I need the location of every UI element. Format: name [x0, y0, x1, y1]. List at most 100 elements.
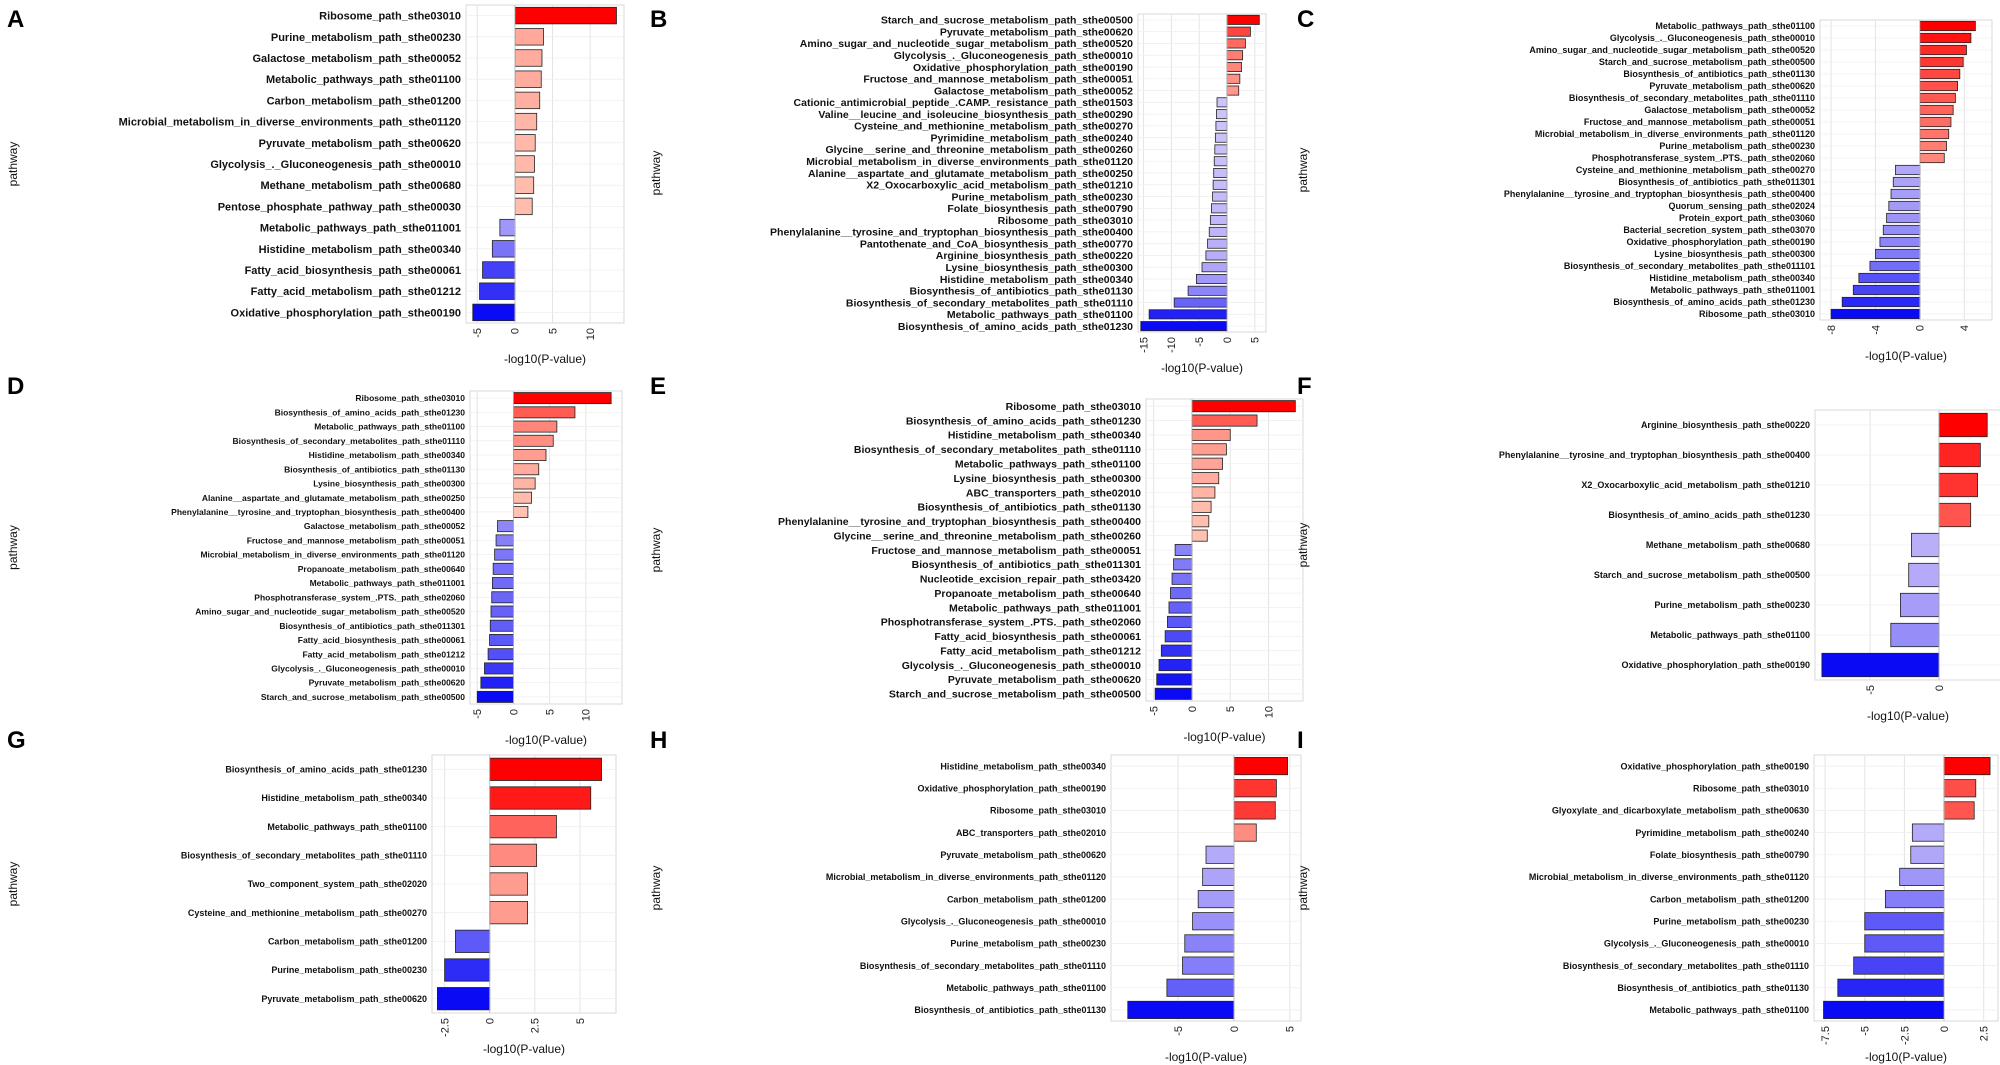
- bar: [492, 577, 514, 590]
- bar: [514, 112, 538, 131]
- category-label: Purine_metabolism_path_sthe00230: [950, 939, 1106, 949]
- bar: [1830, 308, 1921, 320]
- category-label: Purine_metabolism_path_sthe00230: [271, 32, 461, 44]
- category-label: Oxidative_phosphorylation_path_sthe00190: [1626, 237, 1815, 247]
- bar: [489, 619, 514, 632]
- bar: [495, 534, 514, 547]
- x-tick-label: 0: [510, 328, 522, 334]
- category-label: Starch_and_sucrose_metabolism_path_sthe0…: [1594, 570, 1810, 580]
- category-label: Biosynthesis_of_amino_acids_path_sthe012…: [275, 407, 466, 417]
- bar: [1821, 652, 1940, 678]
- category-label: Histidine_metabolism_path_sthe00340: [940, 274, 1133, 286]
- category-label: Protein_export_path_sthe03060: [1679, 213, 1815, 223]
- x-tick-label: 5: [544, 709, 556, 715]
- bar: [1888, 200, 1921, 212]
- category-label: Ribosome_path_sthe03010: [1693, 783, 1809, 793]
- category-label: Cysteine_and_methionine_metabolism_path_…: [854, 121, 1133, 133]
- bar: [1911, 823, 1945, 842]
- x-tick-label: -5: [1149, 706, 1161, 716]
- bar: [1864, 934, 1945, 953]
- category-label: X2_Oxocarboxylic_acid_metabolism_path_st…: [1581, 480, 1810, 490]
- bar: [489, 872, 529, 896]
- bar: [489, 815, 557, 839]
- bar: [1882, 224, 1921, 236]
- category-label: Carbon_metabolism_path_sthe01200: [947, 894, 1106, 904]
- x-axis-title: -log10(P-value): [1183, 730, 1265, 744]
- x-tick-label: 10: [581, 709, 593, 721]
- bar: [514, 70, 542, 88]
- category-label: Glycolysis_._Gluconeogenesis_path_sthe00…: [210, 159, 461, 171]
- category-label: Lysine_biosynthesis_path_sthe00300: [313, 479, 465, 489]
- category-label: Biosynthesis_of_secondary_metabolites_pa…: [1564, 261, 1815, 271]
- x-tick-label: -5: [1865, 685, 1877, 695]
- bar: [1202, 867, 1235, 886]
- y-axis-title: pathway: [649, 528, 663, 573]
- bar: [1191, 443, 1227, 456]
- bar: [1211, 203, 1228, 214]
- bar: [444, 958, 491, 982]
- category-label: Purine_metabolism_path_sthe00230: [952, 191, 1134, 203]
- y-axis-title: pathway: [649, 151, 663, 196]
- bar: [1919, 44, 1967, 56]
- panel-D: D Ribosome_path_sthe03010 Biosynthesis_of_…: [6, 373, 623, 747]
- category-label: X2_Oxocarboxylic_acid_metabolism_path_st…: [866, 180, 1133, 192]
- category-label: Ribosome_path_sthe03010: [355, 393, 465, 403]
- category-label: Lysine_biosynthesis_path_sthe00300: [945, 262, 1133, 274]
- y-axis-title: pathway: [6, 142, 20, 187]
- category-label: Phosphotransferase_system_.PTS._path_sth…: [881, 617, 1141, 629]
- category-label: Ribosome_path_sthe03010: [1006, 401, 1142, 413]
- x-tick-label: 0: [1934, 685, 1946, 691]
- bar: [489, 843, 538, 867]
- bar: [513, 505, 529, 518]
- x-tick-label: 0: [1229, 1026, 1241, 1032]
- bar: [1853, 956, 1945, 975]
- panel-E: E Ribosome_path_sthe03010 Biosynthesis_of_…: [649, 373, 1304, 744]
- category-label: Oxidative_phosphorylation_path_sthe00190: [1621, 660, 1810, 670]
- category-label: Cysteine_and_methionine_metabolism_path_…: [188, 908, 427, 918]
- category-label: Pyruvate_metabolism_path_sthe00620: [309, 678, 466, 688]
- category-label: Purine_metabolism_path_sthe00230: [271, 965, 427, 975]
- category-label: Fructose_and_mannose_metabolism_path_sth…: [247, 535, 466, 545]
- category-label: Galactose_metabolism_path_sthe00052: [934, 85, 1133, 97]
- x-tick-label: 0: [1187, 706, 1199, 712]
- bar: [479, 282, 516, 300]
- category-label: Metabolic_pathways_path_sthe01100: [1650, 630, 1810, 640]
- bar: [1154, 687, 1193, 700]
- panel-I: I Oxidative_phosphorylation_path_sthe0019…: [1296, 727, 1999, 1064]
- plot-area: [1813, 754, 1999, 1022]
- y-axis-title: pathway: [649, 866, 663, 911]
- bar: [1207, 238, 1228, 249]
- category-label: Microbial_metabolism_in_diverse_environm…: [826, 872, 1106, 882]
- category-label: Microbial_metabolism_in_diverse_environm…: [806, 156, 1133, 168]
- bar: [1158, 659, 1193, 672]
- category-label: Biosynthesis_of_antibiotics_path_sthe011…: [1623, 69, 1815, 79]
- bar: [1875, 248, 1921, 260]
- bar: [1911, 532, 1940, 558]
- bar: [491, 591, 514, 604]
- bar: [1214, 132, 1228, 143]
- category-label: Biosynthesis_of_antibiotics_path_sthe011…: [918, 502, 1142, 514]
- category-label: Phenylalanine__tyrosine_and_tryptophan_b…: [770, 227, 1133, 239]
- bar: [1164, 630, 1193, 643]
- category-label: Alanine__aspartate_and_glutamate_metabol…: [808, 168, 1133, 180]
- category-label: ABC_transporters_path_sthe02010: [956, 828, 1106, 838]
- x-tick-label: 5: [575, 1018, 587, 1024]
- category-label: Phosphotransferase_system_.PTS._path_sth…: [1592, 153, 1815, 163]
- bar: [480, 676, 514, 689]
- bar: [1191, 457, 1223, 470]
- category-label: Two_component_system_path_sthe02020: [248, 879, 427, 889]
- bar: [1209, 215, 1228, 226]
- bar: [1919, 92, 1956, 104]
- x-tick-label: -2.5: [439, 1018, 451, 1037]
- category-label: Purine_metabolism_path_sthe00230: [1659, 141, 1815, 151]
- category-label: Biosynthesis_of_secondary_metabolites_pa…: [1563, 961, 1809, 971]
- category-label: Metabolic_pathways_path_sthe01100: [267, 822, 427, 832]
- bar: [1879, 236, 1921, 248]
- bar: [1156, 673, 1193, 686]
- category-label: Fructose_and_mannose_metabolism_path_sth…: [871, 545, 1141, 557]
- bar: [1168, 601, 1193, 614]
- category-label: Metabolic_pathways_path_sthe011001: [310, 578, 466, 588]
- x-tick-label: -8: [1826, 325, 1838, 335]
- category-label: Fructose_and_mannose_metabolism_path_sth…: [863, 74, 1133, 86]
- category-label: Fatty_acid_metabolism_path_sthe01212: [302, 649, 465, 659]
